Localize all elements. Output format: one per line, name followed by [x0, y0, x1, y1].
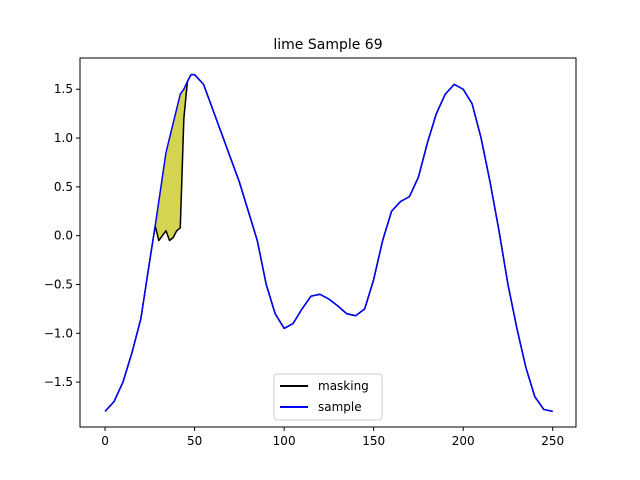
masked-region-fill-layer — [155, 81, 188, 241]
x-axis: 0 50 100 150 200 250 — [101, 427, 564, 448]
y-tick-label: 1.0 — [54, 131, 73, 145]
y-tick-label: 0.5 — [54, 180, 73, 194]
x-tick-label: 0 — [101, 434, 109, 448]
y-tick-label: −1.5 — [44, 375, 73, 389]
y-tick-label: 0.0 — [54, 229, 73, 243]
legend: masking sample — [273, 373, 383, 421]
series-layer — [104, 73, 553, 413]
legend-label-masking: masking — [318, 379, 369, 393]
x-tick-label: 250 — [541, 434, 564, 448]
y-tick-label: −0.5 — [44, 277, 73, 291]
chart-title: lime Sample 69 — [273, 37, 382, 53]
legend-label-sample: sample — [318, 400, 362, 414]
y-axis: −1.5 −1.0 −0.5 0.0 0.5 1.0 1.5 — [44, 82, 80, 389]
sample-series-line — [104, 73, 553, 413]
x-tick-label: 50 — [187, 434, 202, 448]
x-tick-label: 200 — [452, 434, 475, 448]
y-tick-label: 1.5 — [54, 82, 73, 96]
plot-area-frame — [79, 57, 577, 428]
x-tick-label: 150 — [362, 434, 385, 448]
x-tick-label: 100 — [273, 434, 296, 448]
masked-region-fill — [155, 81, 188, 241]
y-tick-label: −1.0 — [44, 326, 73, 340]
